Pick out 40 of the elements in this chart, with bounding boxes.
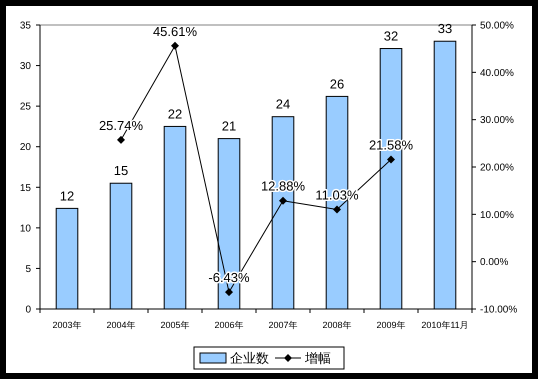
y2-tick-label: 50.00% — [480, 20, 514, 32]
legend-label: 增幅 — [304, 350, 331, 366]
x-tick-label: 2010年11月 — [421, 320, 469, 330]
y2-tick-label: 40.00% — [480, 68, 514, 79]
x-tick-label: 2005年 — [160, 320, 190, 330]
point — [387, 156, 395, 164]
y2-tick-label: 20.00% — [480, 162, 514, 174]
point — [225, 288, 233, 296]
y-tick-label: 0 — [25, 304, 32, 316]
data-label: 33 — [438, 21, 452, 36]
x-tick-label: 2004年 — [106, 320, 136, 330]
y2-tick-label: 10.00% — [480, 210, 514, 221]
y2-tick-label: 30.00% — [480, 115, 514, 126]
x-tick-label: 2006年 — [214, 320, 244, 330]
x-tick-label: 2008年 — [322, 320, 352, 330]
x-tick-label: 2007年 — [268, 320, 298, 330]
y-tick-label: 15 — [20, 182, 32, 194]
data-label: 15 — [114, 163, 128, 178]
legend-label: 企业数 — [230, 350, 269, 366]
y-tick-label: 5 — [25, 264, 32, 275]
x-tick-label: 2003年 — [52, 320, 82, 330]
y-tick-label: 30 — [20, 61, 32, 72]
data-label: 24 — [276, 96, 290, 112]
point — [333, 205, 341, 214]
data-label: 32 — [384, 28, 398, 44]
x-tick-label: 2009年 — [376, 320, 406, 330]
point — [279, 196, 287, 205]
y-tick-label: 25 — [20, 102, 32, 113]
y2-tick-label: -10.00% — [480, 304, 518, 316]
data-label: 21 — [222, 118, 236, 134]
data-label: 45.61% — [152, 24, 198, 39]
y-tick-label: 10 — [20, 223, 32, 234]
data-label: 12 — [60, 188, 74, 204]
data-label: 26 — [330, 76, 344, 92]
y-tick-label: 35 — [20, 20, 32, 32]
data-label: 22 — [168, 106, 182, 122]
y-tick-label: 20 — [20, 142, 32, 154]
point — [117, 136, 125, 144]
y2-tick-label: 0.00% — [480, 257, 508, 268]
point — [171, 42, 179, 50]
